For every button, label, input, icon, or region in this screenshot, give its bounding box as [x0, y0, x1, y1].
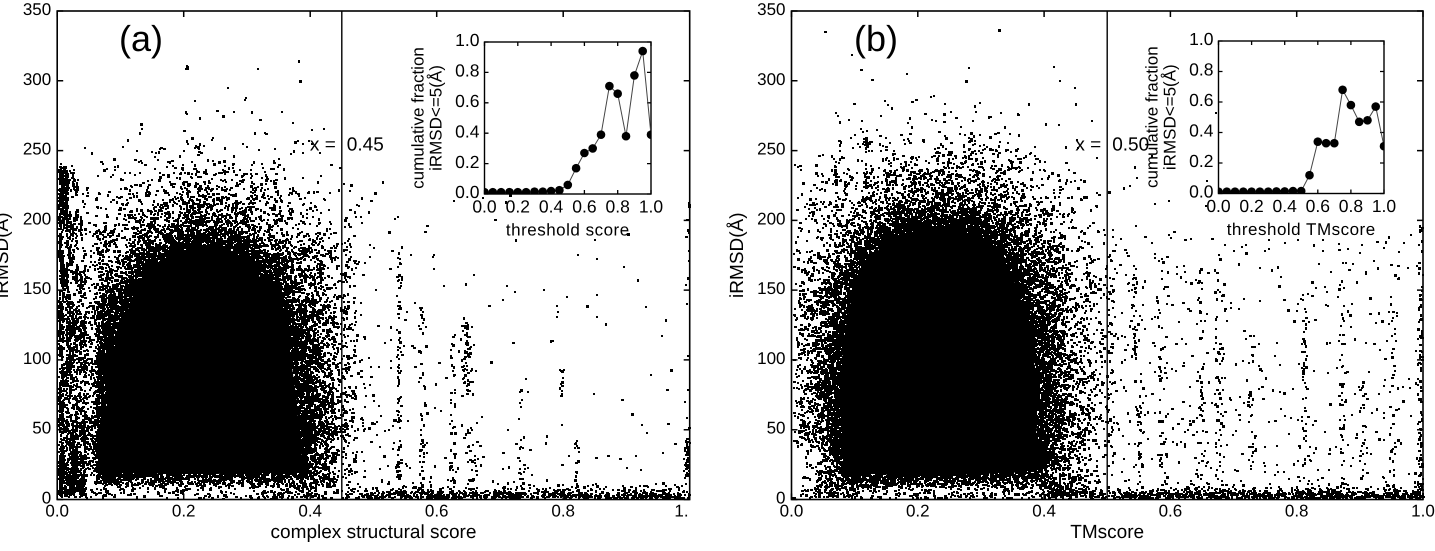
svg-text:100: 100	[757, 349, 785, 368]
svg-text:0.4: 0.4	[539, 197, 564, 217]
svg-text:100: 100	[23, 349, 51, 368]
svg-text:350: 350	[757, 0, 785, 19]
svg-text:0: 0	[776, 489, 785, 508]
svg-text:0.8: 0.8	[606, 197, 630, 217]
svg-text:0.2: 0.2	[1189, 151, 1213, 171]
svg-text:threshold TMscore: threshold TMscore	[1227, 220, 1376, 239]
svg-text:50: 50	[767, 419, 786, 438]
svg-text:300: 300	[757, 70, 785, 89]
svg-text:0.8: 0.8	[551, 502, 575, 521]
svg-text:350: 350	[23, 0, 51, 19]
svg-text:250: 250	[757, 140, 785, 159]
svg-text:0.8: 0.8	[1285, 502, 1309, 521]
svg-text:0.2: 0.2	[1239, 196, 1263, 216]
svg-text:0.0: 0.0	[455, 182, 480, 202]
svg-text:(b): (b)	[854, 18, 898, 59]
svg-text:0.6: 0.6	[455, 91, 479, 111]
svg-text:0.6: 0.6	[572, 197, 596, 217]
svg-text:200: 200	[23, 209, 51, 228]
svg-text:x =: x =	[1075, 135, 1101, 156]
svg-text:iRMSD<=5(Å): iRMSD<=5(Å)	[427, 65, 446, 171]
svg-text:0.0: 0.0	[45, 502, 69, 521]
svg-text:0.8: 0.8	[1189, 60, 1213, 80]
svg-text:0.4: 0.4	[1273, 196, 1298, 216]
svg-text:iRMSD(Å): iRMSD(Å)	[0, 212, 13, 298]
svg-text:0: 0	[42, 489, 51, 508]
svg-text:0.4: 0.4	[1032, 502, 1056, 521]
svg-text:0.0: 0.0	[780, 502, 804, 521]
svg-text:cumulative fraction: cumulative fraction	[409, 47, 428, 189]
svg-text:0.0: 0.0	[472, 197, 497, 217]
svg-text:1.0: 1.0	[1372, 196, 1397, 216]
svg-text:200: 200	[757, 209, 785, 228]
svg-text:1.0: 1.0	[1411, 502, 1435, 521]
svg-text:0.50: 0.50	[1112, 135, 1149, 156]
svg-text:0.8: 0.8	[1339, 196, 1363, 216]
svg-text:0.4: 0.4	[455, 121, 480, 141]
svg-text:0.6: 0.6	[425, 502, 449, 521]
svg-text:0.2: 0.2	[172, 502, 196, 521]
svg-text:1.0: 1.0	[1189, 29, 1214, 49]
svg-text:0.8: 0.8	[455, 61, 479, 81]
svg-text:250: 250	[23, 140, 51, 159]
svg-text:0.45: 0.45	[347, 135, 384, 156]
svg-text:0.2: 0.2	[906, 502, 930, 521]
svg-text:0.2: 0.2	[506, 197, 530, 217]
svg-text:150: 150	[757, 279, 785, 298]
svg-text:complex structural score: complex structural score	[271, 522, 477, 543]
svg-text:0.0: 0.0	[1206, 196, 1231, 216]
svg-text:1.0: 1.0	[639, 197, 664, 217]
svg-text:0.4: 0.4	[298, 502, 322, 521]
svg-text:0.6: 0.6	[1159, 502, 1183, 521]
svg-text:threshold score: threshold score	[506, 221, 630, 240]
svg-text:1.0: 1.0	[455, 30, 480, 50]
svg-text:0.0: 0.0	[1189, 182, 1214, 202]
svg-text:0.2: 0.2	[455, 152, 479, 172]
svg-text:0.6: 0.6	[1189, 90, 1213, 110]
svg-text:50: 50	[32, 419, 51, 438]
svg-text:150: 150	[23, 279, 51, 298]
svg-text:TMscore: TMscore	[1070, 522, 1144, 543]
svg-text:cumulative fraction: cumulative fraction	[1143, 46, 1162, 188]
svg-text:x =: x =	[310, 135, 336, 156]
svg-text:iRMSD(Å): iRMSD(Å)	[726, 212, 748, 298]
svg-text:300: 300	[23, 70, 51, 89]
svg-text:1.: 1.	[674, 502, 688, 521]
svg-text:(a): (a)	[119, 18, 163, 59]
svg-text:0.4: 0.4	[1189, 121, 1214, 141]
svg-text:iRMSD<=5(Å): iRMSD<=5(Å)	[1161, 64, 1180, 170]
svg-text:0.6: 0.6	[1306, 196, 1330, 216]
